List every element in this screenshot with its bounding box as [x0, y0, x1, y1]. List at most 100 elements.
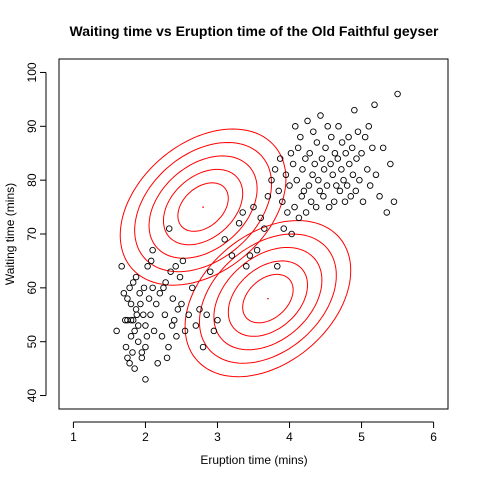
data-point — [136, 289, 143, 297]
data-point — [352, 187, 360, 195]
data-point — [165, 343, 172, 351]
data-point — [371, 101, 378, 109]
data-point — [361, 133, 369, 141]
data-point — [214, 316, 221, 324]
data-point — [293, 176, 300, 184]
data-point — [172, 263, 179, 270]
contour-line — [134, 141, 273, 273]
data-point — [335, 123, 342, 130]
y-tick-label: 70 — [25, 227, 39, 241]
y-tick-label: 50 — [25, 335, 39, 349]
data-point — [348, 144, 356, 152]
data-point — [140, 284, 148, 292]
x-tick-label: 3 — [214, 430, 221, 444]
data-point — [327, 160, 334, 168]
data-point — [167, 268, 174, 275]
density-contours — [119, 128, 352, 378]
data-point — [149, 246, 156, 254]
data-point — [309, 171, 316, 179]
data-point — [185, 311, 192, 319]
data-point — [131, 365, 138, 372]
data-point — [133, 311, 141, 319]
data-point — [320, 166, 328, 173]
data-point — [354, 128, 362, 135]
data-point — [341, 198, 349, 205]
contour-line — [213, 247, 323, 351]
data-point — [356, 176, 363, 184]
contour-line — [148, 155, 258, 259]
data-point — [364, 166, 371, 173]
data-point — [342, 149, 349, 157]
data-point — [169, 295, 177, 302]
data-point — [379, 144, 387, 152]
data-point — [271, 166, 279, 173]
data-point — [300, 187, 308, 195]
data-point — [313, 139, 321, 146]
data-point — [207, 268, 214, 275]
data-point — [302, 155, 309, 162]
data-points — [113, 90, 401, 383]
contour-center — [267, 297, 269, 300]
data-point — [305, 182, 313, 189]
data-point — [294, 144, 302, 152]
data-point — [138, 354, 146, 362]
data-point — [176, 273, 184, 281]
data-point — [330, 198, 338, 205]
data-point — [331, 149, 339, 157]
x-tick-label: 6 — [430, 430, 437, 444]
data-point — [286, 182, 293, 189]
data-point — [334, 155, 342, 162]
data-point — [353, 155, 360, 162]
data-point — [349, 171, 357, 179]
data-point — [210, 327, 218, 335]
data-point — [181, 327, 189, 335]
data-point — [306, 149, 313, 157]
x-tick-label: 4 — [286, 430, 293, 444]
data-point — [149, 284, 156, 292]
data-point — [317, 112, 324, 119]
contour-line — [119, 128, 287, 286]
contour-center — [202, 206, 204, 208]
data-point — [131, 327, 138, 335]
data-point — [316, 187, 324, 195]
data-point — [274, 263, 281, 270]
contour-line — [198, 233, 337, 364]
chart-title: Waiting time vs Eruption time of the Old… — [70, 23, 440, 39]
data-point — [322, 144, 329, 152]
data-point — [333, 182, 340, 189]
y-tick-label: 80 — [25, 173, 39, 187]
data-point — [152, 300, 160, 308]
data-point — [161, 311, 169, 319]
data-point — [346, 160, 353, 168]
data-point — [289, 160, 297, 168]
data-point — [325, 203, 333, 211]
data-point — [351, 106, 358, 114]
data-point — [127, 316, 135, 324]
data-point — [359, 198, 367, 205]
contour-line — [184, 219, 352, 378]
data-point — [142, 376, 149, 383]
data-point — [366, 182, 374, 189]
data-point — [250, 203, 257, 211]
data-point — [124, 295, 131, 302]
y-tick-label: 60 — [25, 281, 39, 295]
data-point — [120, 289, 128, 297]
data-point — [338, 139, 346, 146]
data-point — [312, 203, 320, 211]
x-tick-label: 1 — [70, 430, 77, 444]
data-point — [315, 176, 322, 184]
data-point — [156, 289, 164, 297]
data-point — [264, 193, 272, 200]
data-point — [228, 252, 236, 259]
data-point — [323, 182, 331, 189]
data-point — [282, 171, 290, 179]
data-point — [163, 354, 171, 362]
data-point — [132, 273, 140, 281]
data-point — [340, 176, 347, 184]
data-point — [329, 171, 336, 179]
data-point — [144, 263, 151, 270]
data-point — [158, 333, 166, 340]
data-point — [243, 263, 250, 270]
y-tick-label: 40 — [25, 389, 39, 403]
